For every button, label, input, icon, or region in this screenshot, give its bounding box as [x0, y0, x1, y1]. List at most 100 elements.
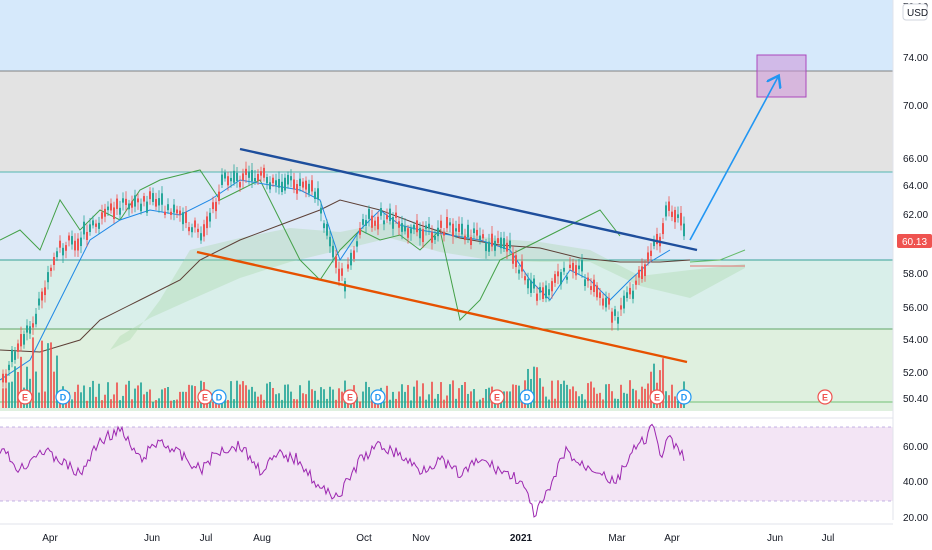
candle-body — [662, 223, 664, 235]
dividend-marker[interactable]: D — [211, 389, 227, 405]
candle-body — [545, 285, 547, 299]
earnings-marker[interactable]: E — [649, 389, 665, 405]
forecast-arrow-icon[interactable] — [689, 77, 778, 241]
volume-bar — [71, 399, 73, 408]
volume-bar — [659, 370, 661, 408]
candle-body — [575, 265, 577, 276]
candle-body — [608, 298, 610, 305]
candle-body — [233, 170, 235, 183]
volume-bar — [125, 384, 127, 408]
volume-bar — [407, 385, 409, 408]
candle-body — [134, 195, 136, 207]
volume-bar — [275, 394, 277, 408]
earnings-marker[interactable]: E — [197, 389, 213, 405]
candle-body — [368, 208, 370, 219]
volume-bar — [113, 394, 115, 408]
candle-body — [155, 199, 157, 207]
ichimoku-cloud — [110, 222, 745, 350]
lagging-span-line — [0, 169, 621, 321]
target-box-icon[interactable] — [756, 54, 807, 98]
candle-body — [470, 237, 472, 246]
price-tick-label: 70.00 — [903, 101, 928, 112]
dividend-marker[interactable]: D — [676, 389, 692, 405]
candle-body — [395, 212, 397, 218]
volume-bar — [149, 389, 151, 408]
trend-lines[interactable] — [196, 147, 698, 364]
candle-body — [332, 245, 334, 258]
candle-body — [437, 227, 439, 237]
candle-body — [680, 212, 682, 226]
volume-bar — [209, 399, 211, 408]
candle-body — [176, 209, 178, 214]
volume-bar — [641, 386, 643, 408]
earnings-marker[interactable]: E — [489, 389, 505, 405]
candle-body — [218, 191, 220, 201]
candle-body — [389, 208, 391, 222]
upper-trendline[interactable] — [239, 147, 698, 252]
volume-bar — [80, 392, 82, 408]
rsi-tick-label: 20.00 — [903, 513, 928, 524]
candle-body — [320, 207, 322, 214]
candle-body — [356, 241, 358, 247]
candle-body — [542, 287, 544, 299]
earnings-marker[interactable]: E — [817, 389, 833, 405]
svg-text:E: E — [822, 393, 828, 403]
volume-bar — [26, 366, 28, 408]
candle-body — [317, 188, 319, 200]
candle-body — [410, 228, 412, 234]
volume-bar — [467, 393, 469, 408]
candle-body — [44, 287, 46, 296]
volume-bar — [518, 385, 520, 408]
currency-selector-icon[interactable]: USD — [902, 3, 928, 21]
current-price-tag — [897, 234, 932, 248]
candle-body — [17, 343, 19, 352]
volume-bar — [272, 387, 274, 408]
volume-bar — [53, 371, 55, 408]
candle-body — [296, 184, 298, 194]
earnings-marker[interactable]: E — [17, 389, 33, 405]
volume-bar — [317, 399, 319, 408]
dividend-marker[interactable]: D — [55, 389, 71, 405]
candle-body — [560, 272, 562, 285]
candle-body — [503, 238, 505, 249]
candle-body — [440, 220, 442, 228]
volume-bar — [44, 391, 46, 408]
lower-trendline[interactable] — [196, 250, 688, 364]
candle-body — [497, 238, 499, 243]
volume-bar — [65, 400, 67, 408]
dividend-marker[interactable]: D — [370, 389, 386, 405]
currency-label[interactable]: USD — [907, 8, 928, 19]
indicator-lines — [0, 169, 746, 381]
volume-bar — [548, 399, 550, 408]
volume-bar — [446, 395, 448, 408]
candle-body — [455, 228, 457, 232]
candle-body — [86, 231, 88, 240]
volume-bar — [662, 358, 664, 408]
candle-body — [137, 198, 139, 203]
candle-body — [548, 289, 550, 296]
volume-bar — [506, 391, 508, 408]
time-tick-label: Jul — [200, 533, 213, 544]
volume-bar — [101, 400, 103, 408]
candle-body — [287, 174, 289, 185]
volume-bar — [590, 381, 592, 408]
volume-bar — [359, 401, 361, 408]
volume-bar — [431, 381, 433, 408]
candle-body — [521, 261, 523, 272]
time-axis[interactable]: Apr Jun Jul Aug Oct Nov 2021 Mar Apr Jun Jul — [0, 523, 932, 550]
candle-body — [518, 269, 520, 274]
price-axis[interactable]: 50.40 52.00 54.00 56.00 58.00 60.00 62.00 64.00… — [892, 0, 932, 524]
candle-body — [635, 280, 637, 285]
volume-bar — [569, 389, 571, 408]
volume-bar — [296, 399, 298, 408]
candle-body — [65, 245, 67, 251]
candle-body — [416, 220, 418, 233]
dividend-marker[interactable]: D — [519, 389, 535, 405]
candle-body — [32, 323, 34, 328]
forecast-drawing[interactable] — [689, 54, 807, 241]
volume-bar — [536, 367, 538, 408]
candle-body — [638, 269, 640, 278]
earnings-marker[interactable]: E — [342, 389, 358, 405]
